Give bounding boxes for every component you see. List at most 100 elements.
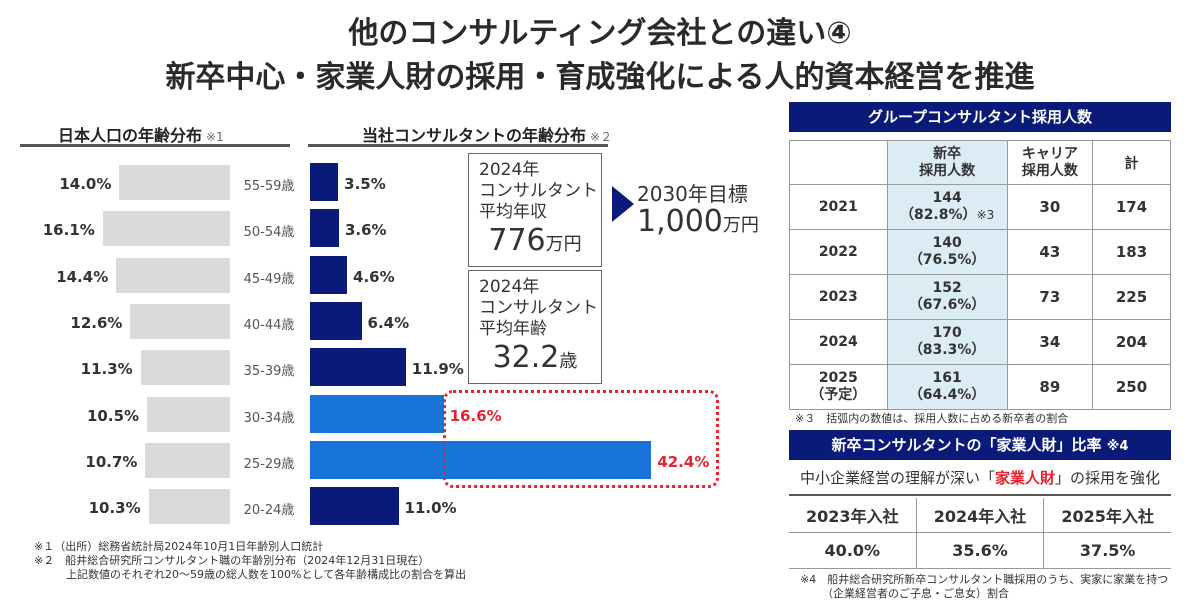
income-value: 776万円 [488, 223, 582, 258]
company-value-label: 6.4% [367, 313, 410, 332]
recruit-year: 2023 [789, 274, 888, 320]
recruit-new: 144 （82.8%）※3 [886, 184, 1008, 230]
recruit-row: 2022 140 （76.5%） 43 183 [789, 229, 1171, 275]
recruit-total: 204 [1092, 319, 1171, 365]
income-label1: コンサルタント [479, 181, 598, 201]
age-year: 2024年 [479, 277, 540, 297]
arrow-right-icon [612, 186, 634, 222]
japan-bar [148, 489, 230, 525]
col-new: 新卒 採用人数 [886, 140, 1008, 185]
recruit-total: 225 [1092, 274, 1171, 320]
col-year [789, 140, 888, 185]
age-label: 35-39歳 [243, 364, 295, 380]
kagyo-year: 2023年入社 [789, 498, 917, 533]
company-bar [310, 163, 339, 201]
kagyo-year: 2024年入社 [915, 498, 1044, 533]
japan-value-label: 14.4% [56, 267, 109, 286]
recruit-new: 152 （67.6%） [886, 274, 1008, 320]
company-value-label: 3.6% [344, 221, 387, 240]
age-label: 45-49歳 [243, 271, 295, 287]
recruit-row: 2023 152 （67.6%） 73 225 [789, 274, 1171, 320]
recruit-row: 2024 170 （83.3%） 34 204 [789, 319, 1171, 365]
age-label1: コンサルタント [479, 298, 598, 318]
japan-bar [130, 303, 230, 339]
japan-bar [116, 257, 230, 293]
age-value: 32.2歳 [492, 340, 578, 375]
age-distribution-chart: 14.0% 55-59歳 3.5% 16.1% 50-54歳 3.6% 14.4% 45-49… [42, 163, 710, 526]
company-bar [310, 440, 652, 479]
highlight-box [443, 390, 719, 488]
recruit-total: 183 [1092, 229, 1171, 275]
company-bar [310, 348, 406, 387]
recruit-career: 89 [1006, 364, 1094, 410]
company-bar [310, 301, 362, 340]
japan-bar [102, 211, 230, 247]
japan-bar [140, 350, 230, 386]
recruit-footnote: ※３ 括弧内の数値は、採用人数に占める新卒者の割合 [795, 412, 1069, 425]
japan-value-label: 11.3% [80, 360, 133, 379]
japan-value-label: 10.3% [88, 499, 141, 518]
recruit-table: 新卒 採用人数 キャリア 採用人数 計 2021 144 （82.8%）※3 30 174 2… [789, 140, 1171, 410]
divider [789, 568, 1171, 569]
company-value-label: 11.0% [404, 499, 457, 518]
recruit-new: 161 （64.4%） [886, 364, 1008, 410]
japan-value-label: 16.1% [42, 221, 95, 240]
kagyo-heading: 新卒コンサルタントの「家業人財」比率 ※4 [789, 430, 1171, 460]
recruit-total: 174 [1092, 184, 1171, 230]
japan-pop-heading: 日本人口の年齢分布 ※1 [58, 126, 224, 145]
recruit-total: 250 [1092, 364, 1171, 410]
recruit-row: 2021 144 （82.8%）※3 30 174 [789, 184, 1171, 230]
recruit-career: 43 [1006, 229, 1094, 275]
company-value-label: 16.6% [449, 406, 502, 425]
col-career: キャリア 採用人数 [1006, 140, 1094, 185]
recruit-new: 140 （76.5%） [886, 229, 1008, 275]
japan-bar [119, 165, 230, 200]
recruit-career: 30 [1006, 184, 1094, 230]
kagyo-footnote-2: （企業経営者のご子息・ご息女）割合 [822, 587, 1009, 600]
income-box: 2024年 コンサルタント 平均年収 776万円 [468, 153, 602, 267]
company-bar [310, 209, 339, 248]
age-label: 20-24歳 [243, 503, 295, 519]
japan-value-label: 10.5% [87, 406, 140, 425]
divider [20, 144, 290, 147]
page-title: 他のコンサルティング会社との違い④ [348, 16, 852, 51]
kagyo-value: 40.0% [824, 540, 881, 560]
company-value-label: 11.9% [411, 360, 464, 379]
page-subtitle: 新卒中心・家業人財の採用・育成強化による人的資本経営を推進 [165, 60, 1035, 95]
target-label: 2030年目標 [637, 182, 748, 206]
kagyo-value: 37.5% [1043, 532, 1171, 568]
income-label2: 平均年収 [479, 202, 547, 222]
age-label2: 平均年齢 [479, 319, 547, 339]
col-total: 計 [1092, 140, 1171, 185]
recruit-career: 34 [1006, 319, 1094, 365]
recruit-heading: グループコンサルタント採用人数 [789, 102, 1171, 132]
recruit-year: 2024 [789, 319, 888, 365]
footnote-2: ※２ 船井総合研究所コンサルタント職の年齢別分布（2024年12月31日現在） [34, 554, 430, 567]
company-value-label: 3.5% [344, 175, 386, 193]
japan-value-label: 14.0% [59, 175, 112, 193]
company-value-label: 42.4% [657, 452, 710, 471]
japan-value-label: 10.7% [85, 452, 138, 471]
company-bar [310, 394, 444, 433]
divider [789, 494, 1171, 496]
target-value: 1,000万円 [637, 204, 759, 239]
company-heading: 当社コンサルタントの年齢分布 ※２ [362, 126, 613, 145]
japan-bar [145, 442, 230, 478]
footnote-1: ※１（出所）総務省統計局2024年10月1日年齢別人口統計 [34, 540, 324, 553]
recruit-new: 170 （83.3%） [886, 319, 1008, 365]
recruit-career: 73 [1006, 274, 1094, 320]
kagyo-value: 35.6% [915, 532, 1044, 568]
japan-value-label: 12.6% [70, 313, 123, 332]
income-year: 2024年 [479, 160, 540, 180]
age-label: 25-29歳 [243, 456, 295, 472]
kagyo-table: 2023年入社 2024年入社 2025年入社 40.0% 35.6% 37.5… [789, 498, 1171, 568]
japan-bar [147, 396, 230, 432]
footnote-3: 上記数値のそれぞれ20～59歳の総人数を100%として各年齢構成比の割合を算出 [66, 568, 467, 581]
kagyo-footnote-1: ※4 船井総合研究所新卒コンサルタント職採用のうち、実家に家業を持つ [800, 573, 1169, 586]
age-label: 40-44歳 [243, 317, 295, 333]
recruit-year: 2025 （予定） [789, 364, 888, 410]
recruit-year: 2021 [789, 184, 888, 230]
age-label: 30-34歳 [243, 410, 295, 426]
divider [308, 144, 608, 147]
kagyo-year: 2025年入社 [1043, 498, 1171, 533]
